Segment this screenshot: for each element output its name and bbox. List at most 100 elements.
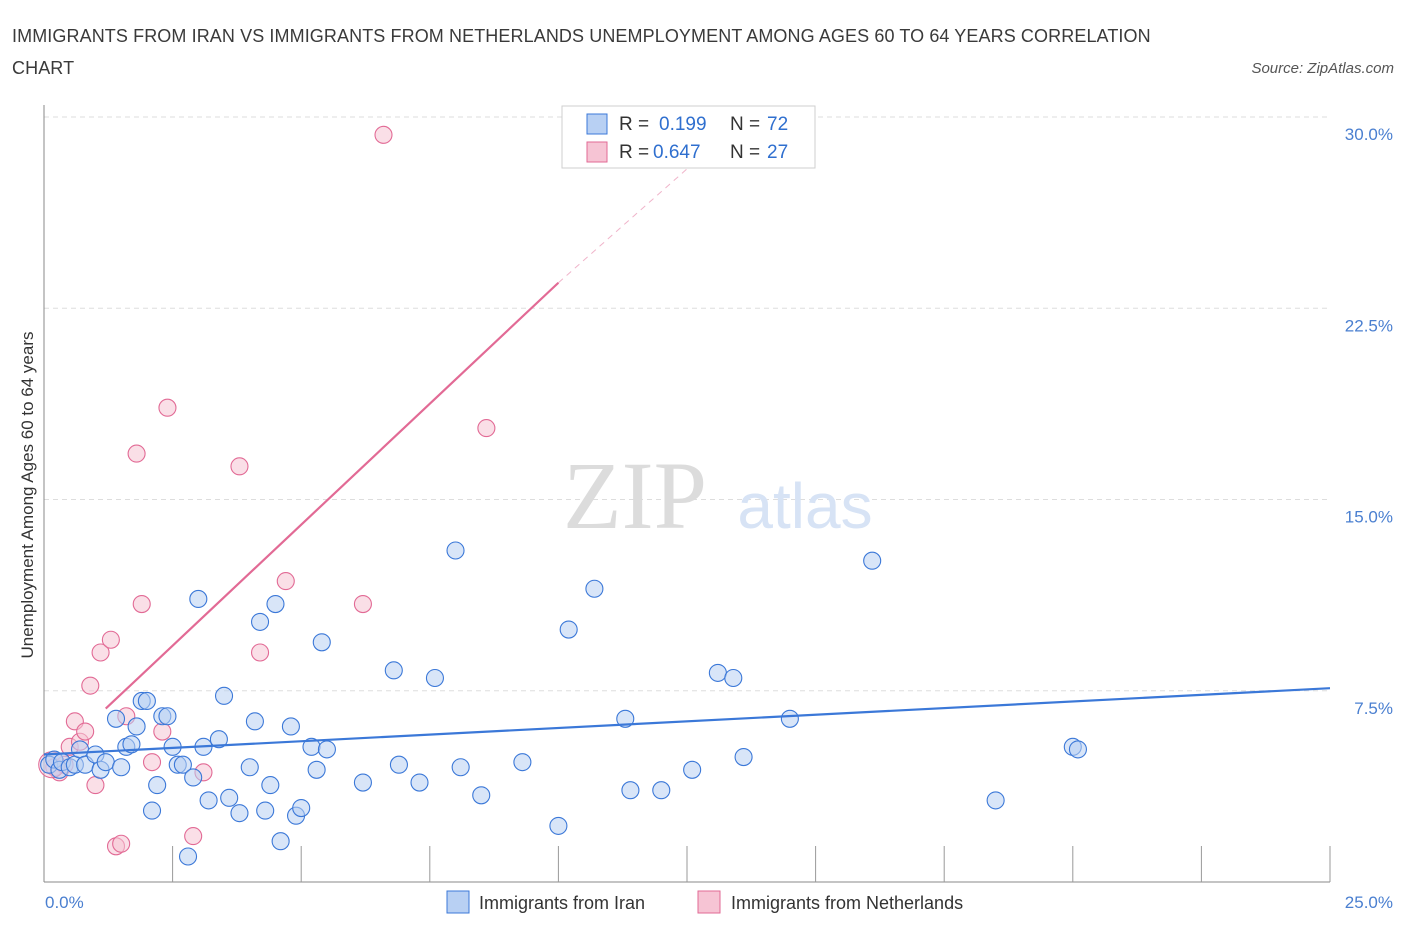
iran-point-40 [271,832,290,851]
iran-point-66 [734,747,753,767]
iran-point-35 [245,712,264,731]
y-tick-label-0: 7.5% [1354,699,1393,718]
series-iran-points [40,541,1087,866]
bottom-legend-iran: Immigrants from Iran [479,893,645,913]
legend-swatch-iran [586,113,608,135]
iran-point-60 [616,709,635,728]
iran-point-39 [266,594,285,614]
series-netherlands-points [38,125,496,856]
legend-nl-n-value: 27 [767,142,788,163]
netherlands-point-6 [76,722,95,741]
y-tick-label-2: 22.5% [1345,316,1393,335]
iran-point-51 [410,773,429,792]
iran-point-61 [621,781,640,800]
netherlands-point-8 [86,776,105,795]
iran-point-21 [158,707,177,726]
iran-point-31 [214,686,234,705]
netherlands-point-12 [112,834,131,853]
watermark-atlas: atlas [737,470,872,542]
netherlands-point-21 [230,457,249,476]
legend-nl-r-value: 0.647 [653,142,701,163]
trend-line-iran [43,687,1331,756]
netherlands-point-15 [132,594,151,614]
trend-line-netherlands [104,281,560,710]
legend-iran-n-value: 72 [767,114,788,135]
y-tick-labels: 7.5% 15.0% 22.5% 30.0% [1345,125,1393,718]
iran-point-47 [317,740,336,759]
bottom-legend-netherlands: Immigrants from Netherlands [731,893,963,913]
legend-iran-r-value: 0.199 [659,114,707,135]
trend-lines [43,154,1331,756]
iran-point-67 [780,709,799,728]
iran-point-65 [724,668,743,688]
netherlands-point-24 [353,594,372,614]
iran-point-12 [112,758,131,777]
chart-title: IMMIGRANTS FROM IRAN VS IMMIGRANTS FROM … [12,26,1151,78]
netherlands-point-14 [127,444,146,463]
legend-iran-n-label: N = [730,114,760,135]
legend-nl-n-label: N = [730,142,760,163]
iran-point-19 [148,776,167,795]
iran-point-36 [250,612,270,631]
iran-point-10 [96,753,115,772]
iran-point-26 [184,768,203,787]
iran-point-71 [1068,740,1087,759]
iran-point-41 [281,717,300,736]
netherlands-point-7 [81,676,100,695]
x-tick-label-max: 25.0% [1345,893,1393,912]
iran-point-27 [189,589,208,609]
legend-nl-r-label: R = [619,142,649,163]
bottom-legend: Immigrants from Iran Immigrants from Net… [446,890,963,914]
iran-point-32 [220,788,239,807]
netherlands-point-9 [91,643,110,662]
iran-point-14 [122,735,141,754]
netherlands-point-18 [158,398,177,417]
iran-point-68 [863,551,882,570]
trend-line-netherlands-extension [558,154,703,284]
iran-point-11 [106,709,126,728]
bottom-legend-swatch-netherlands [697,890,721,914]
iran-point-58 [559,620,578,639]
gridlines [44,116,1330,692]
chart-source: Source: ZipAtlas.com [1251,60,1394,77]
iran-point-24 [173,755,192,774]
iran-point-25 [178,847,198,866]
y-axis-label: Unemployment Among Ages 60 to 64 years [18,332,37,659]
iran-point-69 [986,791,1005,810]
iran-point-34 [240,758,259,777]
iran-point-54 [451,758,470,777]
iran-point-18 [142,801,162,820]
netherlands-point-17 [153,722,172,741]
netherlands-point-25 [374,125,393,144]
legend-iran-r-label: R = [619,114,649,135]
netherlands-point-26 [477,419,496,438]
netherlands-point-22 [250,643,270,662]
y-tick-label-1: 15.0% [1345,508,1393,527]
iran-point-49 [384,661,403,680]
iran-point-17 [137,691,156,711]
iran-point-59 [585,579,604,598]
iran-point-56 [513,753,532,772]
netherlands-point-10 [101,630,120,649]
netherlands-point-23 [276,572,295,591]
iran-point-48 [353,773,372,792]
iran-point-45 [307,760,326,779]
iran-point-29 [199,791,218,810]
iran-point-52 [425,668,444,688]
legend-swatch-netherlands [586,141,608,163]
iran-point-50 [389,755,408,774]
iran-point-46 [312,633,331,652]
iran-point-62 [652,781,671,800]
iran-point-30 [209,730,228,749]
netherlands-point-16 [142,753,162,772]
iran-point-33 [230,804,249,823]
iran-point-43 [292,798,311,818]
iran-point-63 [683,760,702,779]
iran-point-57 [549,816,568,835]
bottom-legend-swatch-iran [446,890,470,914]
iran-point-37 [256,801,275,820]
x-tick-label-min: 0.0% [45,893,84,912]
netherlands-point-19 [184,827,203,846]
iran-point-38 [261,776,280,795]
